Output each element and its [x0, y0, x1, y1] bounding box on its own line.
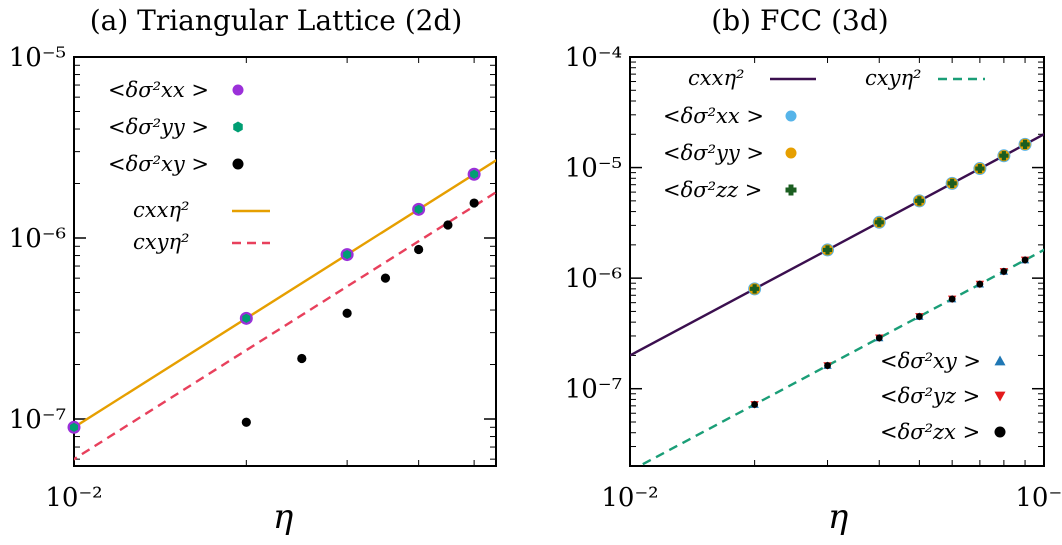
data-point-dsigma2-yy — [343, 249, 352, 260]
data-point-dsigma2-xy — [342, 308, 352, 318]
panel-b-frame — [629, 56, 1045, 467]
data-point-dsigma2-zz — [822, 245, 833, 255]
panel-b-title: (b) FCC (3d) — [711, 4, 888, 37]
y-tick-label: 10⁻⁶ — [9, 224, 66, 254]
x-tick-label: 10⁻² — [601, 483, 658, 513]
y-tick-label: 10⁻⁷ — [565, 375, 622, 405]
panel-a-triangular-lattice: (a) Triangular Lattice (2d) η 10⁻⁷10⁻⁶10… — [9, 4, 497, 537]
data-point-dsigma2-zx — [1000, 268, 1008, 275]
data-point-dsigma2-xy — [297, 353, 307, 364]
panel-b-fit-lines — [630, 132, 1044, 466]
panel-b-fcc: (b) FCC (3d) η 10⁻⁷10⁻⁶10⁻⁵10⁻⁴10⁻²10⁻¹ … — [565, 4, 1062, 537]
data-point-dsigma2-zz — [999, 151, 1009, 161]
y-tick-label: 10⁻⁴ — [565, 43, 622, 73]
data-point-dsigma2-xy — [443, 220, 453, 230]
legend-label-dsigma2-yy: <δσ²yy > — [663, 141, 764, 165]
legend-label-dsigma2-zz: <δσ²zz > — [663, 178, 762, 202]
legend-label-dsigma2-xy: <δσ²xy > — [108, 152, 209, 176]
panel-a-data-points — [67, 167, 481, 434]
legend-label-dsigma2-zx: <δσ²zx > — [880, 420, 980, 444]
legend-label-dsigma2-xx: <δσ²xx > — [663, 104, 764, 128]
data-point-dsigma2-zx — [875, 334, 883, 342]
data-point-dsigma2-zz — [914, 196, 924, 206]
panel-a-axes: 10⁻⁷ 10⁻⁶ 10⁻⁵ 10⁻² — [9, 43, 496, 513]
legend-marker-dsigma2-yy — [785, 147, 797, 159]
panel-b-axes: 10⁻⁷ 10⁻⁶ 10⁻⁵ 10⁻⁴ 10⁻² 10⁻¹ — [565, 43, 1062, 513]
data-point-dsigma2-yy — [470, 169, 479, 179]
panel-a-fit-lines — [74, 158, 496, 461]
data-point-dsigma2-zx — [976, 280, 984, 288]
data-point-dsigma2-zx — [915, 313, 923, 320]
y-tick-label: 10⁻⁵ — [565, 154, 622, 184]
legend-marker-dsigma2-xx — [232, 84, 244, 96]
legend-label-dsigma2-yz: <δσ²yz > — [880, 384, 980, 408]
data-point-dsigma2-yy — [242, 313, 251, 323]
legend-label-dsigma2-xx: <δσ²xx > — [108, 78, 209, 102]
x-tick-label: 10⁻¹ — [1015, 483, 1062, 513]
data-point-dsigma2-zz — [947, 178, 957, 188]
legend-label-dsigma2-yy: <δσ²yy > — [108, 115, 209, 139]
fit-line-cxy-eta2 — [636, 248, 1044, 466]
legend-label-cxy-eta2: cxyη² — [865, 66, 921, 90]
legend-label-cxx-eta2: cxxη² — [133, 198, 189, 222]
data-point-dsigma2-zz — [975, 163, 985, 174]
data-point-dsigma2-xy — [380, 273, 391, 283]
data-point-dsigma2-zz — [874, 217, 884, 227]
legend-label-cxx-eta2: cxxη² — [688, 66, 744, 90]
data-point-dsigma2-zx — [948, 295, 956, 303]
legend-label-cxy-eta2: cxyη² — [133, 230, 189, 254]
data-point-dsigma2-zx — [1021, 256, 1029, 264]
legend-label-dsigma2-xy: <δσ²xy > — [880, 349, 981, 373]
fit-line-cxx-eta2 — [74, 158, 496, 429]
y-tick-label: 10⁻⁶ — [565, 264, 622, 294]
legend-marker-dsigma2-yy — [233, 121, 243, 133]
x-tick-label: 10⁻² — [45, 483, 102, 513]
data-point-dsigma2-zz — [750, 284, 760, 294]
legend-marker-dsigma2-zx — [994, 426, 1006, 438]
data-point-dsigma2-xy — [469, 198, 479, 208]
data-point-dsigma2-xy — [241, 417, 251, 427]
legend-marker-dsigma2-xy — [232, 158, 244, 170]
legend-marker-dsigma2-yz — [994, 391, 1006, 402]
panel-a-title: (a) Triangular Lattice (2d) — [90, 4, 463, 37]
data-point-dsigma2-yy — [70, 422, 78, 432]
fit-line-cxx-eta2 — [630, 132, 1044, 357]
panel-a-xlabel: η — [273, 497, 294, 537]
panel-b-legend: <δσ²xx > <δσ²yy > <δσ²zz > <δσ²xy > <δσ²yz >… — [663, 66, 1006, 444]
panel-a-legend: <δσ²xx > <δσ²yy > <δσ²xy > cxxη² cxyη² — [108, 78, 270, 254]
legend-marker-dsigma2-xy — [994, 355, 1006, 366]
y-tick-label: 10⁻⁷ — [9, 405, 66, 435]
legend-marker-dsigma2-zz — [785, 184, 797, 196]
data-point-dsigma2-zz — [1020, 139, 1030, 150]
data-point-dsigma2-zx — [824, 362, 831, 369]
panel-a-frame — [73, 56, 497, 467]
panel-b-xlabel: η — [828, 497, 849, 537]
data-point-dsigma2-yy — [414, 204, 423, 214]
fit-line-cxy-eta2 — [74, 190, 496, 461]
panel-b-data-points — [748, 137, 1032, 409]
y-tick-label: 10⁻⁵ — [9, 43, 66, 73]
data-point-dsigma2-zx — [751, 401, 759, 408]
legend-marker-dsigma2-xx — [785, 110, 797, 122]
data-point-dsigma2-xy — [414, 244, 424, 255]
